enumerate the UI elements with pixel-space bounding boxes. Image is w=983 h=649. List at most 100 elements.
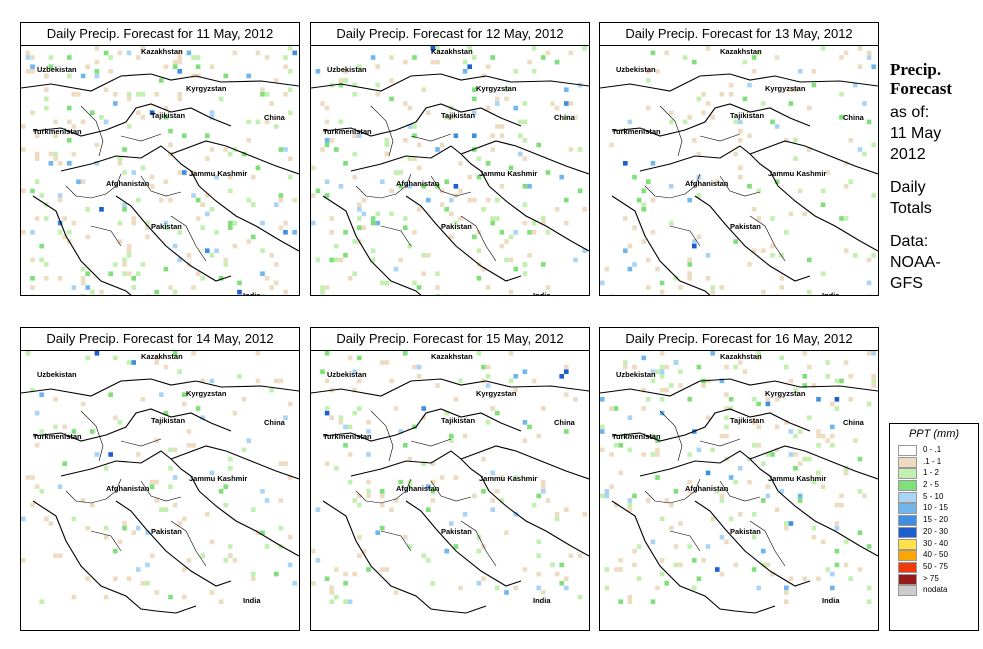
legend-swatch [898,515,917,527]
precip-cell [508,234,514,240]
precip-cell [430,498,436,503]
precip-cell [287,475,293,480]
precip-cell [490,133,495,138]
precip-cell [53,553,58,558]
precip-cell [375,92,380,97]
precip-cell [564,429,569,434]
precip-cell [269,387,274,393]
precip-cell [545,170,551,175]
precip-cell [627,594,633,600]
precip-cell [513,475,518,480]
precip-cell [48,55,54,60]
precip-cell [687,197,692,203]
precip-cell [389,188,394,194]
precip-cell [274,78,279,83]
precip-cell [80,294,86,295]
precip-cell [728,92,734,97]
precip-cell [751,55,757,60]
precip-cell [669,502,674,508]
precip-cell [857,46,863,51]
precip-cell [131,360,136,365]
precip-cell [223,484,228,489]
precip-cell [807,364,812,370]
precip-cell [67,230,72,235]
precip-cell [352,174,357,180]
map-label-uzbekistan: Uzbekistan [327,370,367,379]
precip-cell [209,115,215,120]
precip-cell [820,271,826,276]
precip-cell [462,512,468,517]
precip-cell [655,69,660,74]
precip-cell [788,378,794,384]
precip-cell [834,502,840,508]
precip-cell [664,364,669,370]
precip-cell [163,364,169,370]
precip-cell [719,433,725,439]
precip-cell [564,87,569,92]
precip-cell [435,294,440,295]
precip-cell [287,110,293,115]
precip-cell [57,553,63,558]
precip-cell [421,461,426,466]
border-line [694,500,811,587]
precip-cell [380,360,385,365]
precip-cell [435,59,440,65]
precip-cell [550,101,555,106]
map-label-kazakhstan: Kazakhstan [431,47,473,56]
precip-cell [756,216,761,221]
precip-cell [361,211,367,217]
legend-swatch [898,550,917,562]
precip-cell [522,369,528,374]
precip-cell [117,220,123,226]
precip-cell [90,289,95,295]
precip-cell [140,397,146,402]
precip-cell [380,493,385,499]
precip-cell [21,147,26,152]
precip-cell [751,248,757,253]
map-label-afghanistan: Afghanistan [685,179,729,188]
map-label-china: China [843,418,865,427]
precip-cell [834,378,840,384]
precip-cell [747,479,752,485]
precip-cell [352,239,357,244]
precip-cell [650,369,656,374]
precip-cell [34,410,40,416]
legend-swatch [898,480,917,492]
precip-cell [577,147,583,152]
precip-cell [172,351,178,356]
precip-cell [255,378,261,384]
map-label-tajikistan: Tajikistan [441,416,475,425]
precip-cell [136,567,141,572]
precip-cell [573,257,578,263]
precip-cell [866,544,872,549]
precip-cell [811,479,817,485]
precip-cell [375,530,380,535]
precip-cell [274,571,279,577]
precip-cell [765,562,771,568]
border-line [170,445,299,480]
precip-cell [163,410,169,416]
border-line [488,185,589,252]
precip-cell [67,105,72,111]
map-label-uzbekistan: Uzbekistan [327,65,367,74]
precip-cell [214,248,219,253]
precip-cell [485,420,491,425]
border-line [600,378,878,397]
info-sidebar: Precip. Forecast as of: 11 May 2012 Dail… [890,60,980,294]
precip-cell [564,392,569,397]
border-line [644,173,761,199]
precip-cell [705,415,711,420]
precip-cell [177,50,182,56]
precip-cell [223,262,228,267]
precip-cell [871,378,876,384]
map-label-kyrgyzstan: Kyrgyzstan [186,84,227,93]
precip-cell [320,369,325,374]
precip-cell [857,456,863,462]
forecast-panel-3: Daily Precip. Forecast for 13 May, 2012 … [599,22,879,296]
precip-cell [449,197,454,203]
map-label-kazakhstan: Kazakhstan [141,47,183,56]
asof-line3: 2012 [890,146,926,163]
precip-cell [756,443,761,448]
legend-swatch [898,445,917,456]
precip-cell [527,59,532,65]
